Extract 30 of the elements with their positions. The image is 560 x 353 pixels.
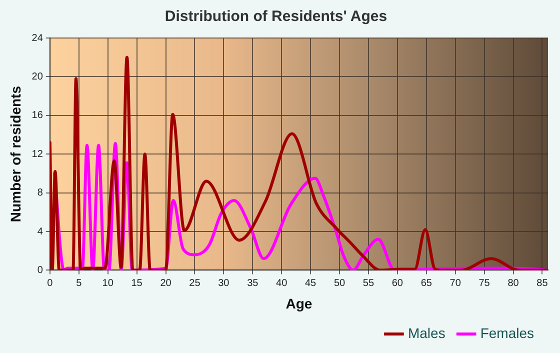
x-tick-label: 80 (508, 278, 520, 289)
x-tick-label: 35 (247, 278, 259, 289)
y-tick-label: 16 (32, 110, 44, 122)
x-tick-label: 20 (160, 278, 172, 289)
y-tick-label: 0 (37, 264, 44, 276)
x-axis-title: Age (286, 295, 312, 312)
x-tick-label: 0 (47, 278, 54, 289)
y-tick-label: 8 (37, 188, 44, 199)
chart-title: Distribution of Residents' Ages (164, 8, 388, 26)
x-tick-label: 60 (392, 278, 404, 289)
y-tick-label: 4 (37, 226, 44, 238)
x-tick-label: 30 (218, 278, 230, 289)
x-tick-label: 10 (102, 278, 114, 289)
x-tick-label: 85 (536, 278, 548, 289)
x-tick-label: 45 (304, 278, 317, 289)
x-tick-label: 15 (131, 278, 143, 289)
y-tick-label: 20 (32, 71, 44, 82)
x-tick-label: 65 (420, 278, 432, 289)
x-tick-label: 40 (276, 278, 288, 289)
x-tick-label: 70 (450, 278, 462, 289)
legend-label: Females (480, 324, 534, 341)
y-tick-label: 12 (32, 148, 44, 160)
y-tick-label: 24 (32, 32, 44, 44)
x-tick-label: 25 (189, 278, 201, 289)
legend-label: Males (408, 324, 446, 341)
y-axis-title: Number of residents (7, 86, 24, 222)
x-tick-label: 50 (334, 278, 346, 289)
x-tick-label: 75 (478, 278, 490, 289)
x-tick-label: 5 (76, 278, 82, 289)
x-tick-label: 55 (362, 278, 374, 289)
